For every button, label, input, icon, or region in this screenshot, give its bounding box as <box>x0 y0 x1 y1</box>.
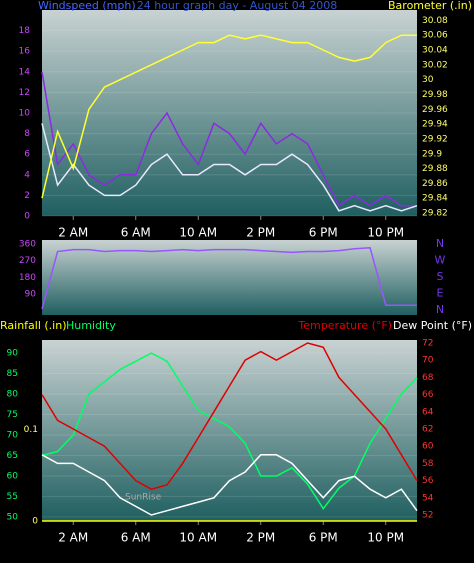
y-axis-label: Windspeed (mph) <box>38 0 136 12</box>
tick-label: 70 <box>422 356 434 366</box>
tick-label: 29.96 <box>422 105 448 115</box>
tick-label: 85 <box>7 369 18 379</box>
x-tick-label: 10 AM <box>179 226 217 240</box>
series-line <box>41 247 417 310</box>
tick-label: 8 <box>24 129 30 139</box>
x-tick-label: 6 AM <box>121 531 151 545</box>
tick-label: 60 <box>7 471 19 481</box>
series-line <box>41 123 418 212</box>
x-tick-label: 6 AM <box>121 226 151 240</box>
tick-label: 56 <box>422 476 434 486</box>
tick-label: 54 <box>422 493 434 503</box>
tick-label: 12 <box>19 88 30 98</box>
tick-label: 29.94 <box>422 120 448 130</box>
tick-label: 64 <box>422 407 434 417</box>
tick-label: 270 <box>19 256 36 266</box>
series-line <box>41 34 417 199</box>
tick-label: 55 <box>7 492 18 502</box>
tick-label: 16 <box>19 47 31 57</box>
tick-label: 75 <box>7 410 18 420</box>
tick-label: 68 <box>422 373 434 383</box>
compass-label: N <box>436 237 444 250</box>
tick-label: 14 <box>19 67 31 77</box>
legend-entry: Rainfall (.in) <box>0 319 67 332</box>
tick-label: 29.86 <box>422 179 448 189</box>
tick-label: 29.92 <box>422 134 448 144</box>
legend-entry: Humidity <box>66 319 116 332</box>
y2-axis-label: Barometer (.in) <box>388 0 472 12</box>
tick-label: 2 <box>24 191 30 201</box>
x-tick-label: 2 AM <box>58 531 88 545</box>
tick-label: 0 <box>24 212 30 222</box>
tick-label: 29.88 <box>422 164 448 174</box>
plot-area <box>42 340 417 521</box>
tick-label: 30.08 <box>422 16 448 26</box>
tick-label: 30 <box>422 75 434 85</box>
tick-label: 10 <box>19 109 31 119</box>
tick-label: 80 <box>7 390 19 400</box>
compass-label: S <box>437 270 444 283</box>
tick-label: 65 <box>7 451 18 461</box>
tick-label: 52 <box>422 510 433 520</box>
tick-label: 0.1 <box>24 425 38 435</box>
tick-label: 360 <box>19 240 36 250</box>
tick-label: 30.04 <box>422 46 448 56</box>
tick-label: 66 <box>422 390 434 400</box>
x-tick-label: 10 AM <box>179 531 217 545</box>
x-tick-label: 10 PM <box>367 531 404 545</box>
tick-label: 29.98 <box>422 90 448 100</box>
compass-label: W <box>435 254 446 267</box>
tick-label: 70 <box>7 431 19 441</box>
tick-label: 30.02 <box>422 60 448 70</box>
tick-label: 18 <box>19 26 31 36</box>
tick-label: 58 <box>422 459 434 469</box>
series-line <box>41 342 418 491</box>
series-line <box>41 71 417 207</box>
x-tick-label: 6 PM <box>309 226 338 240</box>
tick-label: 60 <box>422 442 434 452</box>
tick-label: 29.9 <box>422 149 442 159</box>
plot-area <box>42 240 417 315</box>
x-tick-label: 6 PM <box>309 531 338 545</box>
compass-label: E <box>437 287 444 300</box>
legend-entry: Temperature (°F) <box>297 319 392 332</box>
legend-entry: Dew Point (°F) <box>393 319 472 332</box>
x-tick-label: 2 PM <box>246 531 275 545</box>
tick-label: 72 <box>422 339 433 349</box>
tick-label: 62 <box>422 424 433 434</box>
x-tick-label: 10 PM <box>367 226 404 240</box>
tick-label: 29.82 <box>422 209 448 219</box>
plot-area <box>42 10 417 216</box>
chart-title: 24 hour graph day - August 04 2008 <box>137 0 338 12</box>
tick-label: 90 <box>25 290 37 300</box>
series-line <box>41 454 418 516</box>
tick-label: 6 <box>24 150 30 160</box>
tick-label: 50 <box>7 512 19 522</box>
tick-label: 29.84 <box>422 194 448 204</box>
x-tick-label: 2 AM <box>58 226 88 240</box>
tick-label: 30.06 <box>422 31 448 41</box>
tick-label: 90 <box>7 349 19 359</box>
annotation: SunRise <box>125 493 162 503</box>
compass-label: N <box>436 303 444 316</box>
tick-label: 4 <box>24 170 30 180</box>
x-tick-label: 2 PM <box>246 226 275 240</box>
tick-label: 180 <box>19 273 36 283</box>
tick-label: 0 <box>32 517 38 527</box>
